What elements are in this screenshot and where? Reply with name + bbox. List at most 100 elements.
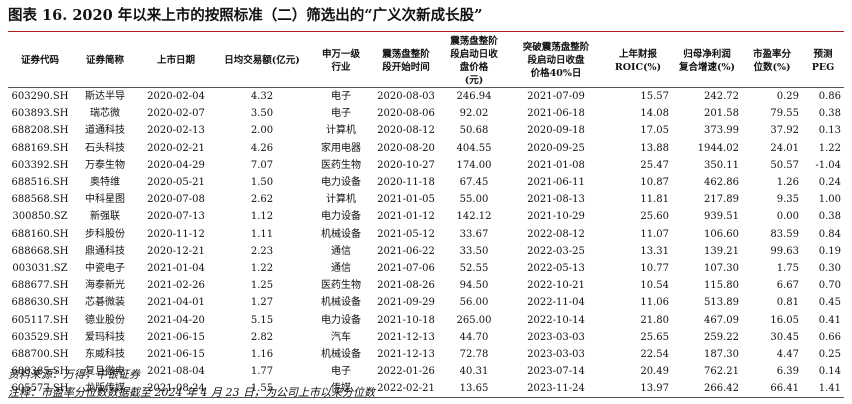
table-cell: 中瓷电子 [85,262,125,274]
table-cell: 瑞芯微 [90,108,120,120]
table-cell: 139.21 [704,245,739,257]
table-cell: 2021-09-29 [377,297,435,309]
table-cell: 66.41 [742,380,802,399]
table-cell: 2022-05-13 [527,262,585,274]
table-cell: 2021-04-20 [147,314,205,326]
table-cell: 688385.SH [11,366,69,378]
table-cell: 德业股份 [85,314,125,326]
table-cell: 605117.SH [11,314,69,326]
table-row: 003031.SZ 中瓷电子 2021-01-04 1.22 通信 2021-07-06 5… [8,260,844,277]
header-cell: 上市日期 [138,34,214,88]
table-cell: 2023-07-14 [527,366,585,378]
table-cell: 0.29 [776,91,799,103]
table-cell: 奥特维 [90,177,120,189]
table-cell: 242.72 [704,91,739,103]
table-row: 603529.SH 爱玛科技 2021-06-15 2.82 汽车 2021-12-13 4… [8,329,844,346]
table-cell: 2022-10-21 [527,280,585,292]
table-row: 603392.SH 万泰生物 2020-04-29 7.07 医药生物 2020-10-2… [8,157,844,174]
table-cell: 2021-01-05 [377,194,435,206]
table-cell: 2021-01-04 [147,262,205,274]
table-cell: 0.00 [776,211,799,223]
table-cell: 0.66 [818,331,841,343]
table-cell: 688160.SH [11,228,69,240]
table-cell: 13.31 [640,245,669,257]
table-cell: 25.65 [640,331,669,343]
table-cell: 2021-01-12 [377,211,435,223]
header-cell: 震荡盘整阶 段启动日收 盘价格 (元) [440,34,508,88]
table-cell: 688208.SH [11,125,69,137]
table-cell: 0.81 [776,297,799,309]
table-cell: 2020-09-25 [527,142,585,154]
table-cell: 265.00 [456,314,492,326]
table-cell: 11.07 [640,228,669,240]
header-cell: 预测PEG [802,34,844,88]
table-cell: 688668.SH [11,245,69,257]
table-cell: 2022-03-25 [527,245,585,257]
table-cell: 2021-06-11 [527,177,585,189]
table-cell: 1.16 [250,348,274,360]
table-cell: 688630.SH [11,297,69,309]
table-cell: 0.84 [818,228,841,240]
table-cell: 688169.SH [11,142,69,154]
table-cell: 4.47 [776,348,799,360]
table-cell: 0.13 [818,125,841,137]
table-cell: 17.05 [640,125,669,137]
table-cell: 55.00 [459,194,489,206]
table-cell: 2021-12-13 [377,348,435,360]
table-cell: 6.39 [776,366,799,378]
table-cell: 25.60 [640,211,669,223]
header-cell: 上年财报 ROIC(%) [604,34,672,88]
table-cell: 2020-12-21 [147,245,205,257]
table-cell: 1.25 [250,280,274,292]
table-cell: 汽车 [331,331,351,343]
table-cell: 174.00 [456,159,492,171]
table-cell: 22.54 [640,348,669,360]
table-cell: 0.30 [818,262,841,274]
table-cell: 2021-06-15 [147,348,205,360]
table-cell: 2021-02-26 [147,280,205,292]
table-row: 688630.SH 芯碁微装 2021-04-01 1.27 机械设备 2021-09-2… [8,294,844,311]
table-cell: 机械设备 [321,297,361,309]
table-cell: 2023-11-24 [508,380,604,399]
table-cell: 115.80 [704,280,739,292]
table-cell: 1.55 [214,380,310,399]
table-cell: 106.60 [704,228,739,240]
table-cell: 266.42 [672,380,742,399]
table-cell: 2022-01-26 [377,366,435,378]
table-cell: 99.63 [770,245,799,257]
table-cell: 72.78 [459,348,489,360]
table-cell: 603893.SH [11,108,69,120]
table-cell: 复旦微电 [85,366,125,378]
table-cell: 688516.SH [11,177,69,189]
table-cell: 计算机 [326,125,356,137]
table-cell: 电子 [331,91,351,103]
table-cell: 电力设备 [321,211,361,223]
table-cell: 斯达半导 [85,91,125,103]
table-cell: 2020-10-27 [377,159,435,171]
table-cell: 电子 [331,108,351,120]
table-cell: 2021-07-06 [377,262,435,274]
table-cell: 1.75 [776,262,799,274]
table-cell: 2.62 [250,194,274,206]
header-cell: 日均交易额(亿元) [214,34,310,88]
table-cell: 0.25 [818,348,841,360]
table-cell: 1.22 [250,262,274,274]
table-cell: 1.12 [250,211,274,223]
table-cell: 2020-08-03 [377,91,435,103]
table-cell: 10.87 [640,177,669,189]
table-cell: 2021-10-29 [527,211,585,223]
table-cell: -1.04 [815,159,841,171]
table-cell: 2020-07-13 [147,211,205,223]
table-cell: 11.81 [640,194,669,206]
table-header-row: 证券代码 证券简称 上市日期 日均交易额(亿元) 申万一级 行业 震荡盘整阶 段开始… [8,34,844,88]
table-cell: 2020-11-18 [377,177,435,189]
table-cell: 通信 [331,245,351,257]
table-cell: 家用电器 [321,142,361,154]
table-row: 688169.SH 石头科技 2020-02-21 4.26 家用电器 2020-08-2… [8,140,844,157]
table-cell: 762.21 [704,366,739,378]
table-cell: 0.38 [818,108,841,120]
table-cell: 92.02 [459,108,489,120]
table-cell: 3.50 [250,108,274,120]
table-cell: 2022-08-12 [527,228,585,240]
table-cell: 44.70 [459,331,489,343]
